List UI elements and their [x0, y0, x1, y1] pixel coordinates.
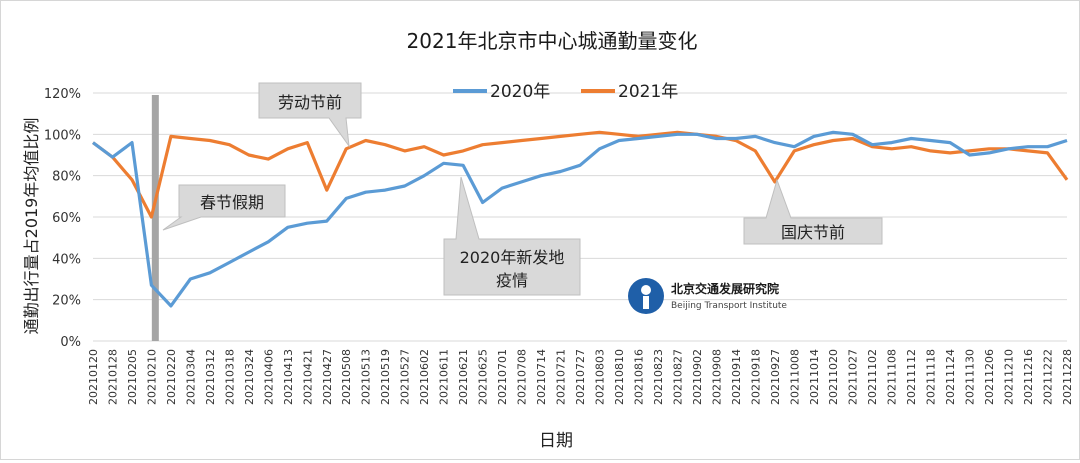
x-tick-label: 20210220 [165, 349, 178, 405]
x-tick-label: 20210508 [340, 349, 353, 405]
x-tick-label: 20210128 [106, 349, 119, 405]
x-tick-label: 20211027 [847, 349, 860, 405]
x-tick-label: 20210721 [555, 349, 568, 405]
x-tick-label: 20210708 [516, 349, 529, 405]
x-tick-label: 20211130 [964, 349, 977, 405]
y-tick-labels: 0% 20% 40% 60% 80% 100% 120% [44, 87, 81, 350]
y-tick-label: 80% [52, 170, 81, 185]
x-tick-label: 20211124 [944, 349, 957, 405]
legend-label-2020: 2020年 [490, 82, 550, 102]
series-line-2020 [92, 130, 1068, 308]
x-tick-label: 20210908 [710, 349, 723, 405]
x-tick-label: 20210413 [282, 349, 295, 405]
x-tick-label: 20211112 [905, 349, 918, 405]
x-tick-label: 20211206 [983, 349, 996, 405]
y-tick-label: 60% [52, 211, 81, 226]
y-tick-label: 20% [52, 294, 81, 309]
callout-xinfadi-line1: 2020年新发地 [460, 248, 565, 267]
x-tick-label: 20210519 [379, 349, 392, 405]
x-tick-label: 20210427 [321, 349, 334, 405]
x-tick-label: 20210621 [457, 349, 470, 405]
x-tick-label: 20211108 [886, 349, 899, 405]
x-tick-label: 20210120 [87, 349, 100, 405]
y-tick-label: 40% [52, 252, 81, 267]
x-tick-label: 20210803 [593, 349, 606, 405]
chart-title: 2021年北京市中心城通勤量变化 [407, 29, 698, 53]
x-tick-label: 20210810 [613, 349, 626, 405]
x-tick-label: 20211020 [827, 349, 840, 405]
x-tick-labels: 20210120 20210128 20210205 20210210 20210220… [87, 349, 1074, 405]
x-tick-label: 20210611 [438, 349, 451, 405]
x-tick-label: 20210902 [691, 349, 704, 405]
series-line-2021 [92, 130, 1069, 219]
callout-xinfadi-box [443, 176, 581, 296]
logo-cn: 北京交通发展研究院 [671, 281, 779, 296]
x-tick-label: 20210927 [769, 349, 782, 405]
callout-national-day: 国庆节前 [743, 178, 883, 245]
logo-en: Beijing Transport Institute [671, 301, 787, 311]
callout-spring-festival-text: 春节假期 [200, 193, 264, 212]
callout-labor-day-text: 劳动节前 [278, 93, 342, 112]
logo-stem [643, 296, 649, 309]
legend: 2020年 2021年 [453, 82, 678, 102]
y-tick-label: 0% [60, 335, 81, 350]
x-tick-label: 20210210 [145, 349, 158, 405]
x-tick-label: 20211102 [866, 349, 879, 405]
x-tick-label: 20210727 [574, 349, 587, 405]
logo-inner-dot [641, 285, 651, 295]
legend-label-2021: 2021年 [618, 82, 678, 102]
x-tick-label: 20210914 [730, 349, 743, 405]
x-tick-label: 20211008 [788, 349, 801, 405]
bti-logo: 北京交通发展研究院 Beijing Transport Institute [628, 278, 787, 314]
x-tick-label: 20210406 [262, 349, 275, 405]
x-axis-label: 日期 [539, 431, 573, 451]
spring-festival-bar [151, 95, 159, 341]
x-tick-label: 20211118 [925, 349, 938, 405]
x-tick-label: 20211228 [1061, 349, 1074, 405]
callout-national-day-box [743, 178, 883, 245]
callout-xinfadi: 2020年新发地 疫情 [443, 176, 581, 296]
x-tick-label: 20210312 [204, 349, 217, 405]
x-tick-label: 20210701 [496, 349, 509, 405]
callout-labor-day-box [258, 82, 362, 148]
x-tick-label: 20210324 [243, 349, 256, 405]
x-tick-label: 20210823 [652, 349, 665, 405]
x-tick-label: 20210513 [360, 349, 373, 405]
x-tick-label: 20210827 [671, 349, 684, 405]
x-tick-label: 20210714 [535, 349, 548, 405]
y-tick-label: 120% [44, 87, 81, 102]
callout-national-day-text: 国庆节前 [781, 223, 845, 242]
callout-spring-festival-box [162, 184, 286, 231]
x-tick-label: 20211014 [808, 349, 821, 405]
y-tick-label: 100% [44, 128, 81, 143]
callout-spring-festival: 春节假期 [162, 184, 286, 231]
x-tick-label: 20210318 [223, 349, 236, 405]
callout-labor-day: 劳动节前 [258, 82, 362, 148]
callout-xinfadi-line2: 疫情 [496, 271, 528, 290]
x-tick-label: 20210602 [418, 349, 431, 405]
x-tick-label: 20210527 [399, 349, 412, 405]
x-tick-label: 20210625 [477, 349, 490, 405]
x-tick-label: 20210304 [184, 349, 197, 405]
x-tick-label: 20211222 [1042, 349, 1055, 405]
x-tick-label: 20210816 [632, 349, 645, 405]
x-tick-label: 20210918 [749, 349, 762, 405]
y-axis-label: 通勤出行量占2019年均值比例 [22, 118, 41, 335]
x-tick-label: 20211216 [1022, 349, 1035, 405]
x-tick-label: 20211210 [1003, 349, 1016, 405]
x-tick-label: 20210205 [126, 349, 139, 405]
x-tick-label: 20210421 [301, 349, 314, 405]
